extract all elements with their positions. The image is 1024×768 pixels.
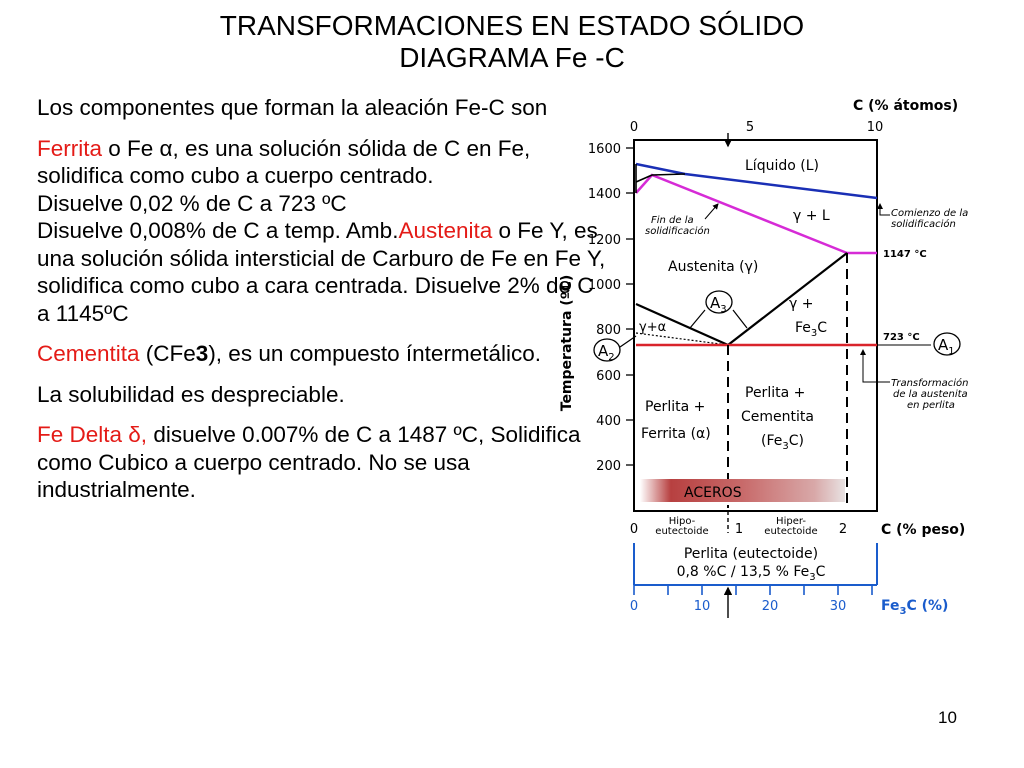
solubilidad-paragraph: La solubilidad es despreciable. — [37, 381, 345, 407]
fe3c-tick-10: 10 — [694, 599, 711, 614]
hiper-label-2: eutectoide — [764, 526, 817, 537]
delta-line — [635, 174, 653, 183]
fin-solid-2: solidificación — [645, 225, 710, 237]
gamma-alpha-label: γ+α — [639, 320, 666, 335]
fe3c-tick-20: 20 — [762, 599, 779, 614]
aceros-band — [640, 479, 845, 502]
top-tick-10: 10 — [867, 120, 884, 135]
a2-marker: A2 — [593, 338, 621, 363]
svg-text:A3: A3 — [710, 294, 727, 315]
gamma-fe3c-label-2: Fe3C — [795, 320, 827, 339]
perlita-ferrita-label-1: Perlita + — [645, 399, 705, 415]
y-tick-1600: 1600 — [588, 142, 621, 157]
cementita-desc-a: (CFe — [139, 341, 196, 366]
transf-2: de la austenita — [893, 389, 968, 400]
slide-title: TRANSFORMACIONES EN ESTADO SÓLIDO DIAGRA… — [0, 10, 1024, 74]
cementita-paragraph: Cementita (CFe3), es un compuesto ínterm… — [37, 340, 607, 368]
t1147-label: 1147 °C — [883, 249, 927, 260]
perlita-eut-1: Perlita (eutectoide) — [684, 546, 818, 562]
hipo-label-1: Hipo- — [669, 516, 696, 527]
austenita-desc: o Fe Y, es una solución sólida interstic… — [37, 218, 606, 326]
transf-1: Transformación — [891, 377, 968, 389]
y-tick-1000: 1000 — [588, 278, 621, 293]
fin-solid-1: Fin de la — [651, 215, 694, 226]
text-body: Los componentes que forman la aleación F… — [37, 94, 607, 517]
y-tick-600: 600 — [596, 369, 621, 384]
perlita-ferrita-label-2: Ferrita (α) — [641, 426, 711, 442]
ferrita-line-3: Disuelve 0,008% de C a temp. Amb. — [37, 218, 399, 243]
acm-line — [727, 252, 848, 346]
cementita-desc-b: ), es un compuesto íntermetálico. — [208, 341, 541, 366]
y-tick-1400: 1400 — [588, 187, 621, 202]
y-tick-1200: 1200 — [588, 233, 621, 248]
y-tick-400: 400 — [596, 414, 621, 429]
hiper-label-1: Hiper- — [776, 516, 806, 527]
aceros-label: ACEROS — [684, 485, 742, 501]
bottom-tick-2: 2 — [839, 522, 847, 537]
transf-3: en perlita — [907, 400, 955, 411]
perlita-cem-label-1: Perlita + — [745, 385, 805, 401]
intro-paragraph: Los componentes que forman la aleación F… — [37, 95, 548, 120]
top-axis-title: C (% átomos) — [853, 98, 958, 114]
austenita-term: Austenita — [398, 218, 493, 243]
y-axis-title: Temperatura (ºC) — [559, 275, 575, 412]
gamma-l-label: γ + L — [793, 208, 830, 224]
y-tick-800: 800 — [596, 323, 621, 338]
austenita-label: Austenita (γ) — [668, 259, 758, 275]
page-number: 10 — [938, 708, 957, 727]
cementita-sub: 3 — [195, 341, 209, 366]
y-tick-200: 200 — [596, 459, 621, 474]
a3-line — [635, 302, 729, 347]
delta-term: Fe Delta δ, — [37, 422, 148, 447]
delta-paragraph: Fe Delta δ, disuelve 0.007% de C a 1487 … — [37, 421, 607, 504]
gamma-fe3c-label-1: γ + — [789, 296, 813, 312]
hipo-label-2: eutectoide — [655, 526, 708, 537]
fe3c-tick-0: 0 — [630, 599, 638, 614]
perlita-eut-2: 0,8 %C / 13,5 % Fe3C — [677, 564, 826, 583]
plot-frame — [633, 139, 878, 512]
fe3c-axis-title: Fe3C (%) — [881, 598, 948, 617]
title-line-1: TRANSFORMACIONES EN ESTADO SÓLIDO — [219, 10, 805, 41]
svg-text:A1: A1 — [938, 336, 955, 357]
a3-marker: A3 — [705, 290, 733, 315]
svg-text:A2: A2 — [598, 342, 615, 363]
peritectic-line — [651, 173, 686, 176]
fe-c-phase-diagram: C (% átomos) 0 5 10 1600 1400 1200 1000 … — [559, 98, 968, 618]
ferrita-term: Ferrita — [37, 135, 103, 161]
top-tick-5: 5 — [746, 120, 754, 135]
top-tick-0: 0 — [630, 120, 638, 135]
a1-marker: A1 — [933, 332, 961, 357]
cementita-term: Cementita — [37, 341, 140, 366]
ferrita-desc: o Fe α, es una solución sólida de C en F… — [37, 135, 531, 189]
t723-label: 723 °C — [883, 332, 920, 343]
gamma-alpha-line — [635, 332, 729, 346]
perlita-cem-label-2: Cementita — [741, 409, 814, 425]
bottom-tick-1: 1 — [735, 522, 743, 537]
liquido-label: Líquido (L) — [745, 158, 819, 174]
ferrita-paragraph: Ferrita o Fe α, es una solución sólida d… — [37, 135, 607, 328]
ferrita-line-2: Disuelve 0,02 % de C a 723 ºC — [37, 190, 347, 216]
perlita-cem-label-3: (Fe3C) — [761, 433, 804, 452]
comienzo-solid-2: solidificación — [891, 218, 956, 230]
title-line-2: DIAGRAMA Fe -C — [399, 42, 625, 73]
fe3c-tick-30: 30 — [830, 599, 847, 614]
bottom-tick-0: 0 — [630, 522, 638, 537]
comienzo-solid-1: Comienzo de la — [891, 208, 968, 219]
delta-desc: disuelve 0.007% de C a 1487 ºC, Solidifi… — [37, 422, 581, 502]
bottom-axis-title: C (% peso) — [881, 522, 965, 538]
